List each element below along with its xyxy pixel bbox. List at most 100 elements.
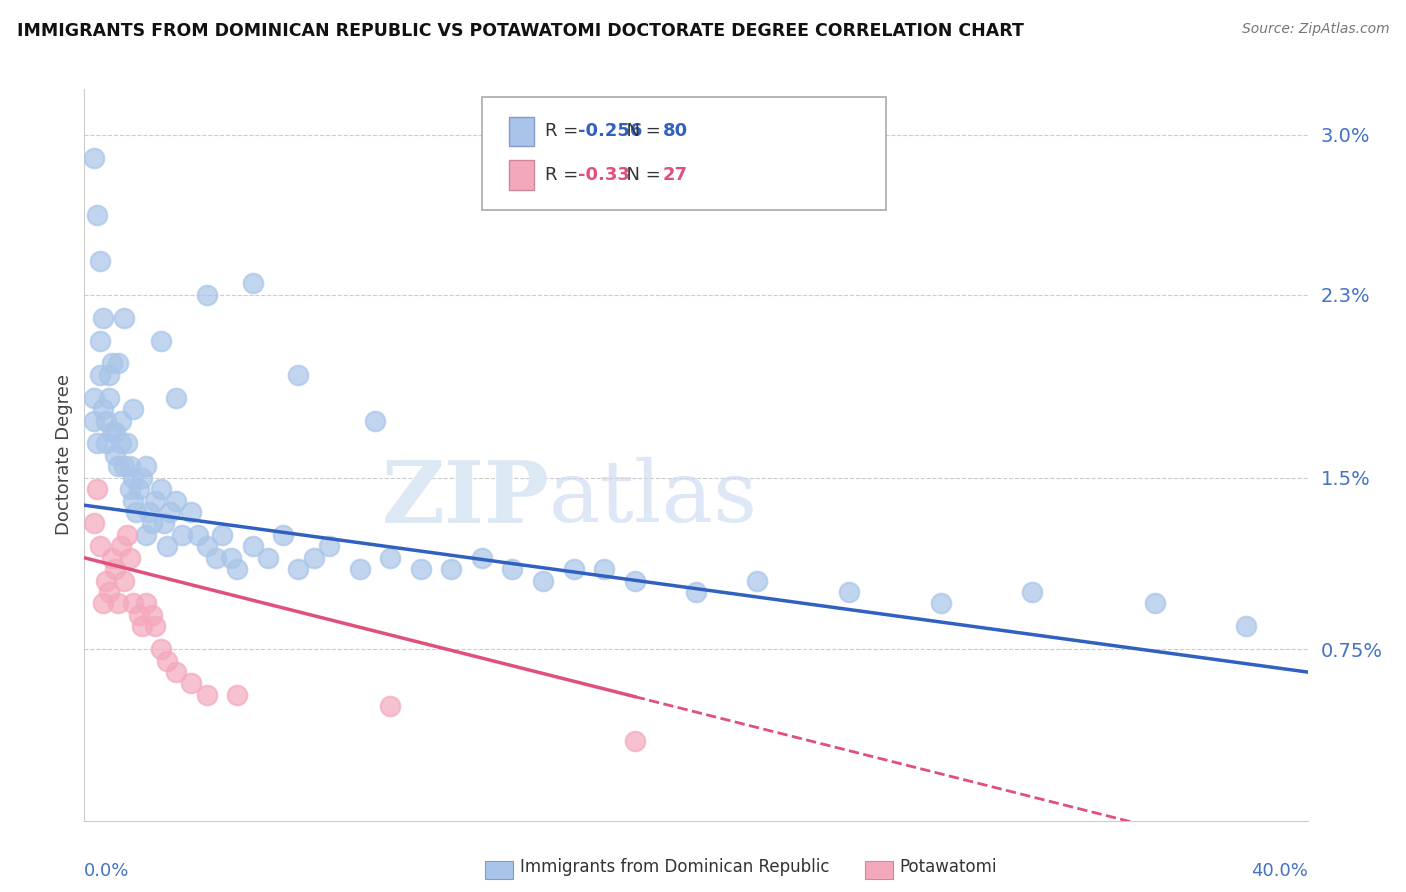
Point bbox=[128, 482, 150, 496]
Text: Immigrants from Dominican Republic: Immigrants from Dominican Republic bbox=[520, 858, 830, 876]
Text: IMMIGRANTS FROM DOMINICAN REPUBLIC VS POTAWATOMI DOCTORATE DEGREE CORRELATION CH: IMMIGRANTS FROM DOMINICAN REPUBLIC VS PO… bbox=[17, 22, 1024, 40]
Point bbox=[1021, 585, 1043, 599]
Point bbox=[94, 574, 117, 588]
Point bbox=[122, 402, 145, 417]
Point bbox=[747, 574, 769, 588]
Point bbox=[83, 516, 105, 531]
Point bbox=[138, 505, 160, 519]
Point bbox=[165, 665, 187, 679]
Point bbox=[101, 356, 124, 371]
Point bbox=[165, 493, 187, 508]
Text: N =: N = bbox=[616, 166, 666, 184]
Point bbox=[502, 562, 524, 576]
Point bbox=[211, 528, 233, 542]
Point bbox=[149, 482, 172, 496]
Point bbox=[409, 562, 432, 576]
Point bbox=[104, 425, 127, 439]
Point bbox=[149, 642, 172, 657]
Point bbox=[135, 528, 157, 542]
Point bbox=[242, 277, 264, 291]
Point bbox=[97, 585, 120, 599]
Point bbox=[172, 528, 194, 542]
Point bbox=[287, 368, 309, 382]
FancyBboxPatch shape bbox=[509, 117, 534, 146]
Point bbox=[122, 471, 145, 485]
FancyBboxPatch shape bbox=[509, 160, 534, 190]
Point bbox=[380, 699, 402, 714]
Point bbox=[91, 310, 114, 325]
Point bbox=[159, 505, 181, 519]
Point bbox=[94, 414, 117, 428]
Point bbox=[1236, 619, 1258, 633]
Point bbox=[141, 516, 163, 531]
Point bbox=[101, 550, 124, 565]
Point bbox=[318, 539, 340, 553]
Point bbox=[440, 562, 463, 576]
Point bbox=[838, 585, 860, 599]
Point bbox=[349, 562, 371, 576]
Point bbox=[380, 550, 402, 565]
Point bbox=[112, 574, 135, 588]
Point bbox=[131, 471, 153, 485]
Point bbox=[153, 516, 176, 531]
Point bbox=[143, 493, 166, 508]
Point bbox=[593, 562, 616, 576]
Point bbox=[91, 402, 114, 417]
Point bbox=[112, 310, 135, 325]
Point bbox=[110, 414, 132, 428]
Point bbox=[101, 425, 124, 439]
Point bbox=[186, 528, 208, 542]
Point bbox=[97, 391, 120, 405]
Point bbox=[83, 414, 105, 428]
Point bbox=[624, 574, 647, 588]
Point bbox=[471, 550, 494, 565]
Point bbox=[929, 597, 952, 611]
Point bbox=[242, 539, 264, 553]
Point bbox=[128, 607, 150, 622]
Text: -0.256: -0.256 bbox=[578, 122, 643, 140]
Point bbox=[562, 562, 585, 576]
Point bbox=[685, 585, 707, 599]
Point bbox=[83, 151, 105, 165]
Point bbox=[195, 539, 218, 553]
Point bbox=[86, 436, 108, 450]
Point bbox=[83, 391, 105, 405]
Point bbox=[271, 528, 294, 542]
Point bbox=[122, 597, 145, 611]
Point bbox=[94, 436, 117, 450]
Point bbox=[89, 539, 111, 553]
Point bbox=[91, 597, 114, 611]
Point bbox=[257, 550, 280, 565]
Point bbox=[86, 208, 108, 222]
Point bbox=[125, 505, 148, 519]
FancyBboxPatch shape bbox=[482, 96, 886, 210]
Point bbox=[143, 619, 166, 633]
Text: 0.0%: 0.0% bbox=[84, 862, 129, 880]
Point bbox=[115, 436, 138, 450]
Point bbox=[195, 688, 218, 702]
Point bbox=[86, 482, 108, 496]
Point bbox=[195, 288, 218, 302]
Point bbox=[120, 482, 142, 496]
Point bbox=[287, 562, 309, 576]
Point bbox=[156, 654, 179, 668]
Point bbox=[226, 562, 249, 576]
Text: ZIP: ZIP bbox=[381, 457, 550, 541]
Point bbox=[110, 539, 132, 553]
Text: atlas: atlas bbox=[550, 458, 758, 541]
Text: 40.0%: 40.0% bbox=[1251, 862, 1308, 880]
Point bbox=[531, 574, 554, 588]
Y-axis label: Doctorate Degree: Doctorate Degree bbox=[55, 375, 73, 535]
Point bbox=[302, 550, 325, 565]
Point bbox=[149, 334, 172, 348]
Text: -0.33: -0.33 bbox=[578, 166, 630, 184]
Text: Potawatomi: Potawatomi bbox=[900, 858, 997, 876]
Point bbox=[97, 368, 120, 382]
Point bbox=[1143, 597, 1166, 611]
Point bbox=[115, 528, 138, 542]
Point bbox=[624, 733, 647, 747]
Point bbox=[89, 253, 111, 268]
Text: Source: ZipAtlas.com: Source: ZipAtlas.com bbox=[1241, 22, 1389, 37]
Point bbox=[107, 459, 129, 474]
Point bbox=[89, 334, 111, 348]
